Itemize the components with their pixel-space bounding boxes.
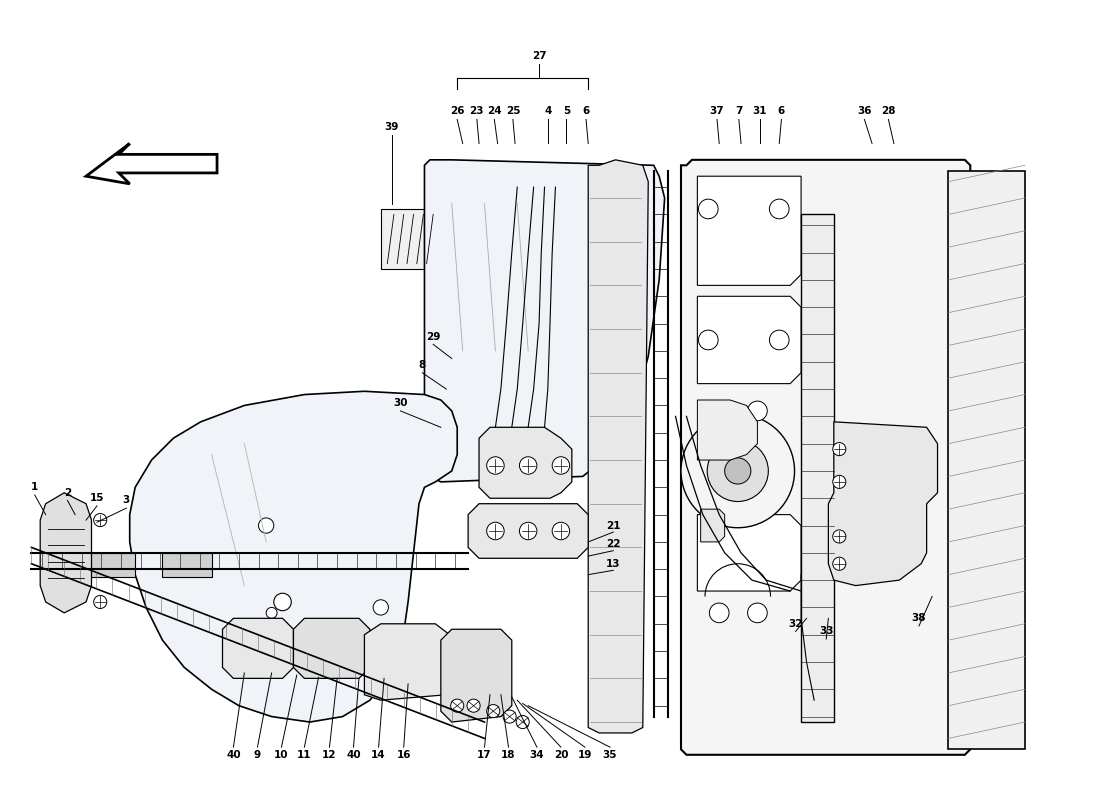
Text: 35: 35 — [603, 750, 617, 760]
Text: 22: 22 — [606, 539, 620, 549]
Text: 5: 5 — [563, 106, 570, 116]
Circle shape — [486, 522, 504, 540]
Polygon shape — [588, 160, 648, 733]
Polygon shape — [364, 624, 452, 700]
Text: 26: 26 — [450, 106, 464, 116]
Circle shape — [698, 330, 718, 350]
Polygon shape — [801, 214, 834, 722]
Text: 33: 33 — [818, 626, 834, 637]
Circle shape — [94, 595, 107, 609]
Text: 21: 21 — [606, 521, 620, 530]
Text: 30: 30 — [393, 398, 408, 408]
Circle shape — [486, 457, 504, 474]
Circle shape — [710, 401, 729, 421]
Text: 23: 23 — [470, 106, 484, 116]
Text: 8: 8 — [419, 360, 426, 370]
Circle shape — [94, 514, 107, 526]
Text: 39: 39 — [385, 122, 399, 132]
Circle shape — [833, 442, 846, 456]
Polygon shape — [478, 427, 572, 498]
Text: 31: 31 — [752, 106, 767, 116]
Text: 19: 19 — [578, 750, 592, 760]
Circle shape — [698, 199, 718, 218]
Circle shape — [833, 557, 846, 570]
Circle shape — [503, 710, 516, 723]
Text: 11: 11 — [297, 750, 311, 760]
Circle shape — [833, 530, 846, 543]
Text: 24: 24 — [487, 106, 502, 116]
Polygon shape — [701, 509, 725, 542]
Polygon shape — [697, 514, 801, 591]
Text: 18: 18 — [502, 750, 516, 760]
Circle shape — [516, 715, 529, 729]
Text: 6: 6 — [778, 106, 785, 116]
Text: 15: 15 — [90, 494, 104, 503]
Text: 14: 14 — [372, 750, 386, 760]
Text: 25: 25 — [506, 106, 520, 116]
Polygon shape — [163, 553, 211, 577]
Polygon shape — [681, 160, 970, 754]
Text: 2: 2 — [64, 488, 72, 498]
Circle shape — [769, 330, 789, 350]
Polygon shape — [441, 630, 512, 722]
Circle shape — [266, 607, 277, 618]
Polygon shape — [130, 391, 458, 722]
Circle shape — [274, 594, 292, 610]
Polygon shape — [697, 400, 758, 460]
Text: 4: 4 — [544, 106, 551, 116]
Circle shape — [519, 522, 537, 540]
Text: 7: 7 — [735, 106, 743, 116]
Text: 20: 20 — [553, 750, 569, 760]
Circle shape — [748, 603, 767, 622]
Text: 34: 34 — [529, 750, 544, 760]
Circle shape — [552, 522, 570, 540]
Text: 27: 27 — [531, 51, 547, 61]
Text: 13: 13 — [606, 558, 620, 569]
Text: 28: 28 — [881, 106, 895, 116]
Circle shape — [748, 401, 767, 421]
Polygon shape — [222, 618, 294, 678]
Text: 36: 36 — [857, 106, 871, 116]
Polygon shape — [828, 422, 937, 586]
Text: 16: 16 — [396, 750, 411, 760]
Circle shape — [258, 518, 274, 533]
Polygon shape — [294, 618, 370, 678]
Polygon shape — [425, 160, 664, 482]
Circle shape — [468, 699, 480, 712]
Circle shape — [486, 705, 499, 718]
Text: 40: 40 — [346, 750, 361, 760]
Circle shape — [769, 199, 789, 218]
Text: 17: 17 — [477, 750, 492, 760]
Text: 40: 40 — [227, 750, 241, 760]
Text: 9: 9 — [254, 750, 261, 760]
Text: 37: 37 — [710, 106, 724, 116]
Polygon shape — [469, 504, 588, 558]
Polygon shape — [948, 170, 1025, 750]
Circle shape — [552, 457, 570, 474]
Text: 3: 3 — [123, 495, 130, 506]
Text: 6: 6 — [582, 106, 590, 116]
Text: 10: 10 — [274, 750, 288, 760]
Circle shape — [681, 414, 794, 528]
Circle shape — [833, 475, 846, 489]
Circle shape — [519, 457, 537, 474]
Circle shape — [710, 603, 729, 622]
Text: 12: 12 — [322, 750, 337, 760]
Text: 32: 32 — [789, 618, 803, 629]
Circle shape — [707, 440, 768, 502]
Circle shape — [373, 600, 388, 615]
Polygon shape — [381, 209, 433, 269]
Circle shape — [725, 458, 751, 484]
Polygon shape — [86, 553, 135, 577]
Polygon shape — [697, 176, 801, 286]
Text: 1: 1 — [31, 482, 38, 492]
Text: 29: 29 — [426, 332, 440, 342]
Circle shape — [451, 699, 464, 712]
Polygon shape — [86, 143, 217, 184]
Polygon shape — [41, 493, 91, 613]
Polygon shape — [697, 296, 801, 384]
Text: 38: 38 — [912, 614, 926, 623]
